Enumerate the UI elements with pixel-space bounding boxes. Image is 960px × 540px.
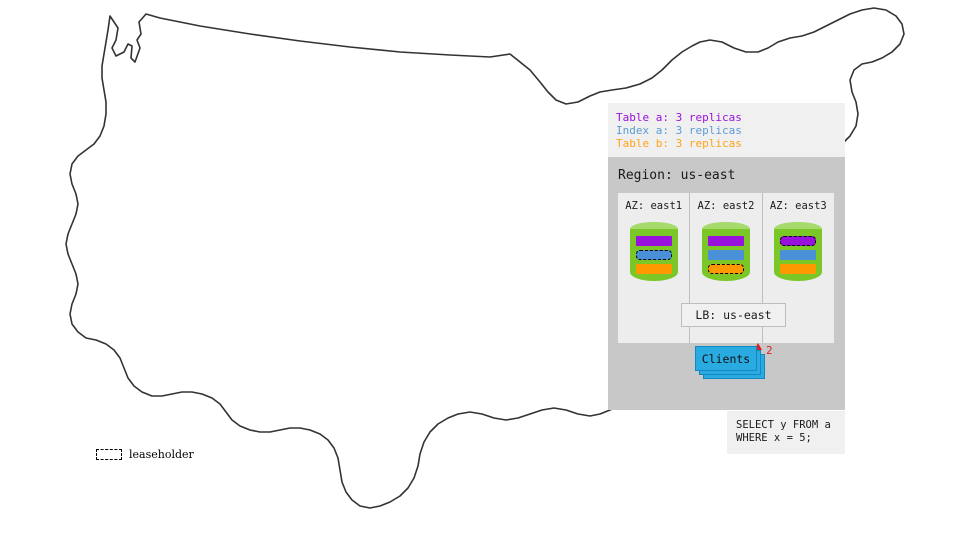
az-label-east2: AZ: east2 xyxy=(697,200,755,212)
replica-band-index-a xyxy=(780,250,817,260)
clients-card-front[interactable]: Clients xyxy=(695,346,757,371)
clients-stack[interactable]: Clients xyxy=(695,346,771,380)
replica-band-index-a xyxy=(707,250,744,260)
az-label-east3: AZ: east3 xyxy=(769,200,827,212)
replica-band-table-a xyxy=(635,236,672,246)
az-label-east1: AZ: east1 xyxy=(625,200,683,212)
load-balancer-box[interactable]: LB: us-east xyxy=(681,303,786,327)
az-column-east2: AZ: east2 xyxy=(689,193,761,343)
database-cylinder-east2 xyxy=(701,222,750,288)
sql-query-callout: SELECT y FROM a WHERE x = 5; xyxy=(727,411,845,454)
leaseholder-legend: leaseholder xyxy=(96,448,194,461)
replica-band-table-a xyxy=(707,236,744,246)
replica-legend-panel: Table a: 3 replicas Index a: 3 replicas … xyxy=(608,103,845,157)
database-cylinder-east3 xyxy=(774,222,823,288)
replica-bands-east3 xyxy=(780,236,817,278)
dashed-rectangle-icon xyxy=(96,449,122,460)
database-cylinder-east1 xyxy=(629,222,678,288)
legend-row-table-a: Table a: 3 replicas xyxy=(616,111,742,124)
region-title: Region: us-east xyxy=(618,168,736,183)
replica-band-table-a xyxy=(780,236,817,246)
replica-band-table-b xyxy=(707,264,744,274)
sql-line-1: SELECT y FROM a xyxy=(736,419,831,431)
leaseholder-legend-label: leaseholder xyxy=(129,448,194,461)
replica-bands-east2 xyxy=(707,236,744,278)
legend-row-index-a: Index a: 3 replicas xyxy=(616,124,742,138)
region-panel-us-east: Region: us-east AZ: east1 AZ: east2 xyxy=(608,157,845,410)
flow-step-number: 2 xyxy=(766,344,773,357)
az-column-east3: AZ: east3 xyxy=(761,193,834,343)
clients-label: Clients xyxy=(701,351,751,366)
replica-band-index-a xyxy=(635,250,672,260)
replica-band-table-b xyxy=(780,264,817,274)
az-column-east1: AZ: east1 xyxy=(618,193,689,343)
replica-bands-east1 xyxy=(635,236,672,278)
sql-line-2: WHERE x = 5; xyxy=(736,432,812,444)
load-balancer-label: LB: us-east xyxy=(695,308,772,322)
replica-band-table-b xyxy=(635,264,672,274)
legend-row-table-b: Table b: 3 replicas xyxy=(616,137,742,151)
